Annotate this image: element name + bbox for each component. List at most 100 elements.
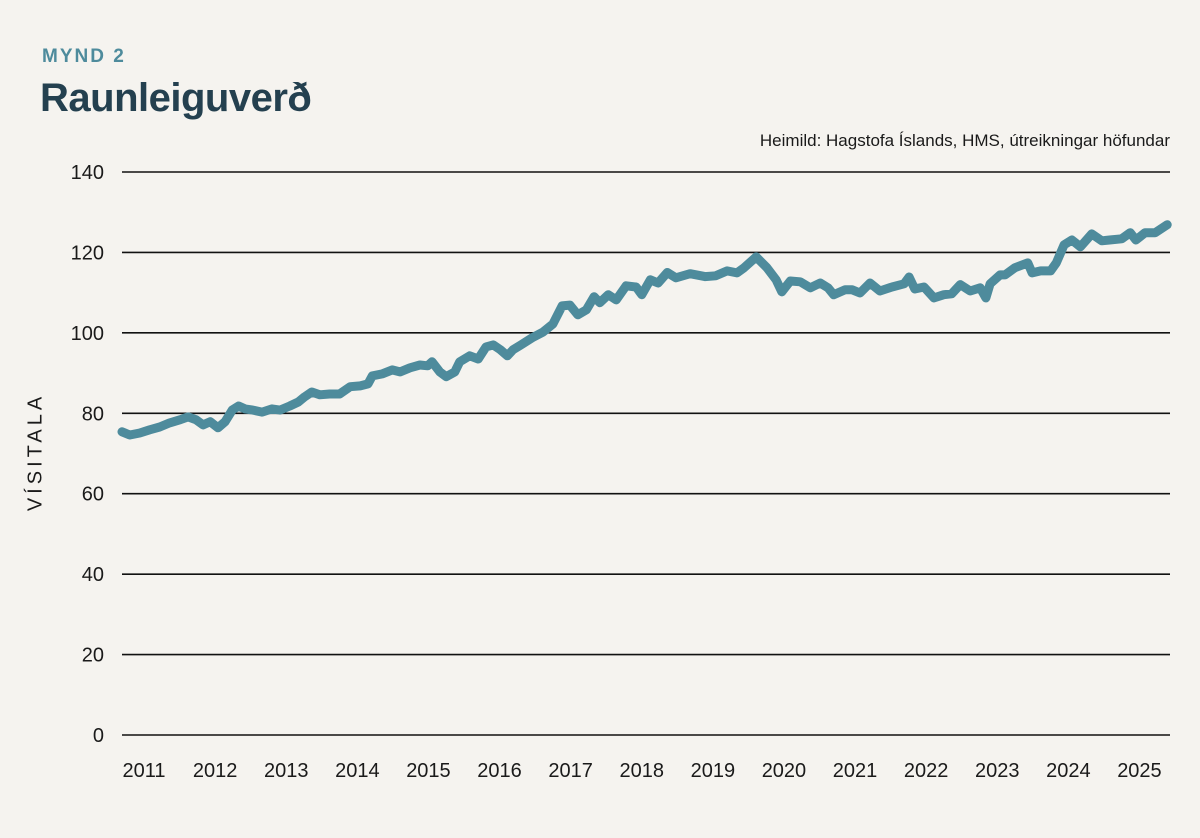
x-tick-label: 2020	[762, 760, 807, 782]
data-point	[561, 305, 563, 307]
data-point	[766, 267, 768, 269]
data-point	[908, 276, 910, 278]
y-tick-label: 20	[82, 645, 104, 667]
x-tick-label: 2025	[1117, 760, 1162, 782]
chart-title: Raunleiguverð	[40, 76, 312, 120]
data-point	[485, 346, 487, 348]
x-tick-label: 2015	[406, 760, 451, 782]
data-point	[827, 287, 829, 289]
data-point	[492, 344, 494, 346]
data-point	[367, 383, 369, 385]
y-tick-label: 0	[93, 725, 104, 747]
data-point	[1091, 233, 1093, 235]
data-point	[1166, 224, 1168, 226]
data-point	[951, 293, 953, 295]
data-point	[391, 369, 393, 371]
data-point	[1004, 274, 1006, 276]
data-point	[499, 349, 501, 351]
data-point	[989, 283, 991, 285]
data-point	[985, 297, 987, 299]
data-point	[419, 364, 421, 366]
data-point	[1050, 270, 1052, 272]
data-point	[238, 405, 240, 407]
data-point	[1121, 238, 1123, 240]
data-point	[726, 270, 728, 272]
data-point	[1129, 232, 1131, 234]
data-point	[319, 394, 321, 396]
data-point	[349, 386, 351, 388]
data-point	[202, 424, 204, 426]
data-point	[1079, 246, 1081, 248]
data-point	[445, 376, 447, 378]
data-point	[577, 314, 579, 316]
data-point	[231, 409, 233, 411]
data-point	[1063, 244, 1065, 246]
data-point	[506, 355, 508, 357]
data-point	[736, 272, 738, 274]
data-point	[149, 429, 151, 431]
y-tick-label: 120	[71, 242, 104, 264]
data-point	[129, 434, 131, 436]
data-point	[914, 288, 916, 290]
data-point	[799, 281, 801, 283]
data-point	[195, 419, 197, 421]
data-point	[775, 279, 777, 281]
data-point	[689, 273, 691, 275]
data-point	[943, 294, 945, 296]
data-point	[224, 421, 226, 423]
data-point	[1040, 270, 1042, 272]
data-point	[439, 371, 441, 373]
x-tick-label: 2017	[548, 760, 593, 782]
data-point	[704, 276, 706, 278]
data-point	[666, 272, 668, 274]
data-point	[431, 361, 433, 363]
data-point	[271, 408, 273, 410]
data-point	[1031, 272, 1033, 274]
data-point	[569, 304, 571, 306]
y-tick-label: 140	[71, 162, 104, 184]
data-point	[339, 393, 341, 395]
data-point	[1109, 239, 1111, 241]
data-point	[869, 282, 871, 284]
data-point	[585, 309, 587, 311]
x-tick-label: 2013	[264, 760, 309, 782]
series-line	[117, 220, 1172, 440]
data-point	[1071, 239, 1073, 241]
data-point	[809, 287, 811, 289]
data-point	[531, 337, 533, 339]
data-point	[649, 279, 651, 281]
data-point	[209, 421, 211, 423]
data-point	[187, 416, 189, 418]
data-point	[923, 286, 925, 288]
data-point	[819, 282, 821, 284]
data-point	[279, 409, 281, 411]
data-point	[675, 277, 677, 279]
data-point	[1144, 232, 1146, 234]
data-point	[304, 396, 306, 398]
data-point	[781, 291, 783, 293]
data-point	[477, 358, 479, 360]
x-tick-label: 2024	[1046, 760, 1091, 782]
data-point	[891, 286, 893, 288]
data-point	[252, 409, 254, 411]
data-point	[469, 355, 471, 357]
source-note: Heimild: Hagstofa Íslands, HMS, útreikni…	[759, 131, 1170, 150]
data-point	[399, 371, 401, 373]
data-point	[244, 408, 246, 410]
x-tick-label: 2012	[193, 760, 238, 782]
data-point	[520, 344, 522, 346]
data-point	[844, 289, 846, 291]
x-tick-label: 2011	[123, 760, 166, 782]
data-point	[261, 411, 263, 413]
data-point	[755, 256, 757, 258]
data-point	[959, 284, 961, 286]
data-point	[615, 299, 617, 301]
data-point	[359, 385, 361, 387]
y-tick-label: 60	[82, 484, 104, 506]
x-tick-label: 2022	[904, 760, 949, 782]
y-tick-label: 80	[82, 403, 104, 425]
data-point	[311, 391, 313, 393]
data-point	[903, 283, 905, 285]
data-point	[409, 367, 411, 369]
